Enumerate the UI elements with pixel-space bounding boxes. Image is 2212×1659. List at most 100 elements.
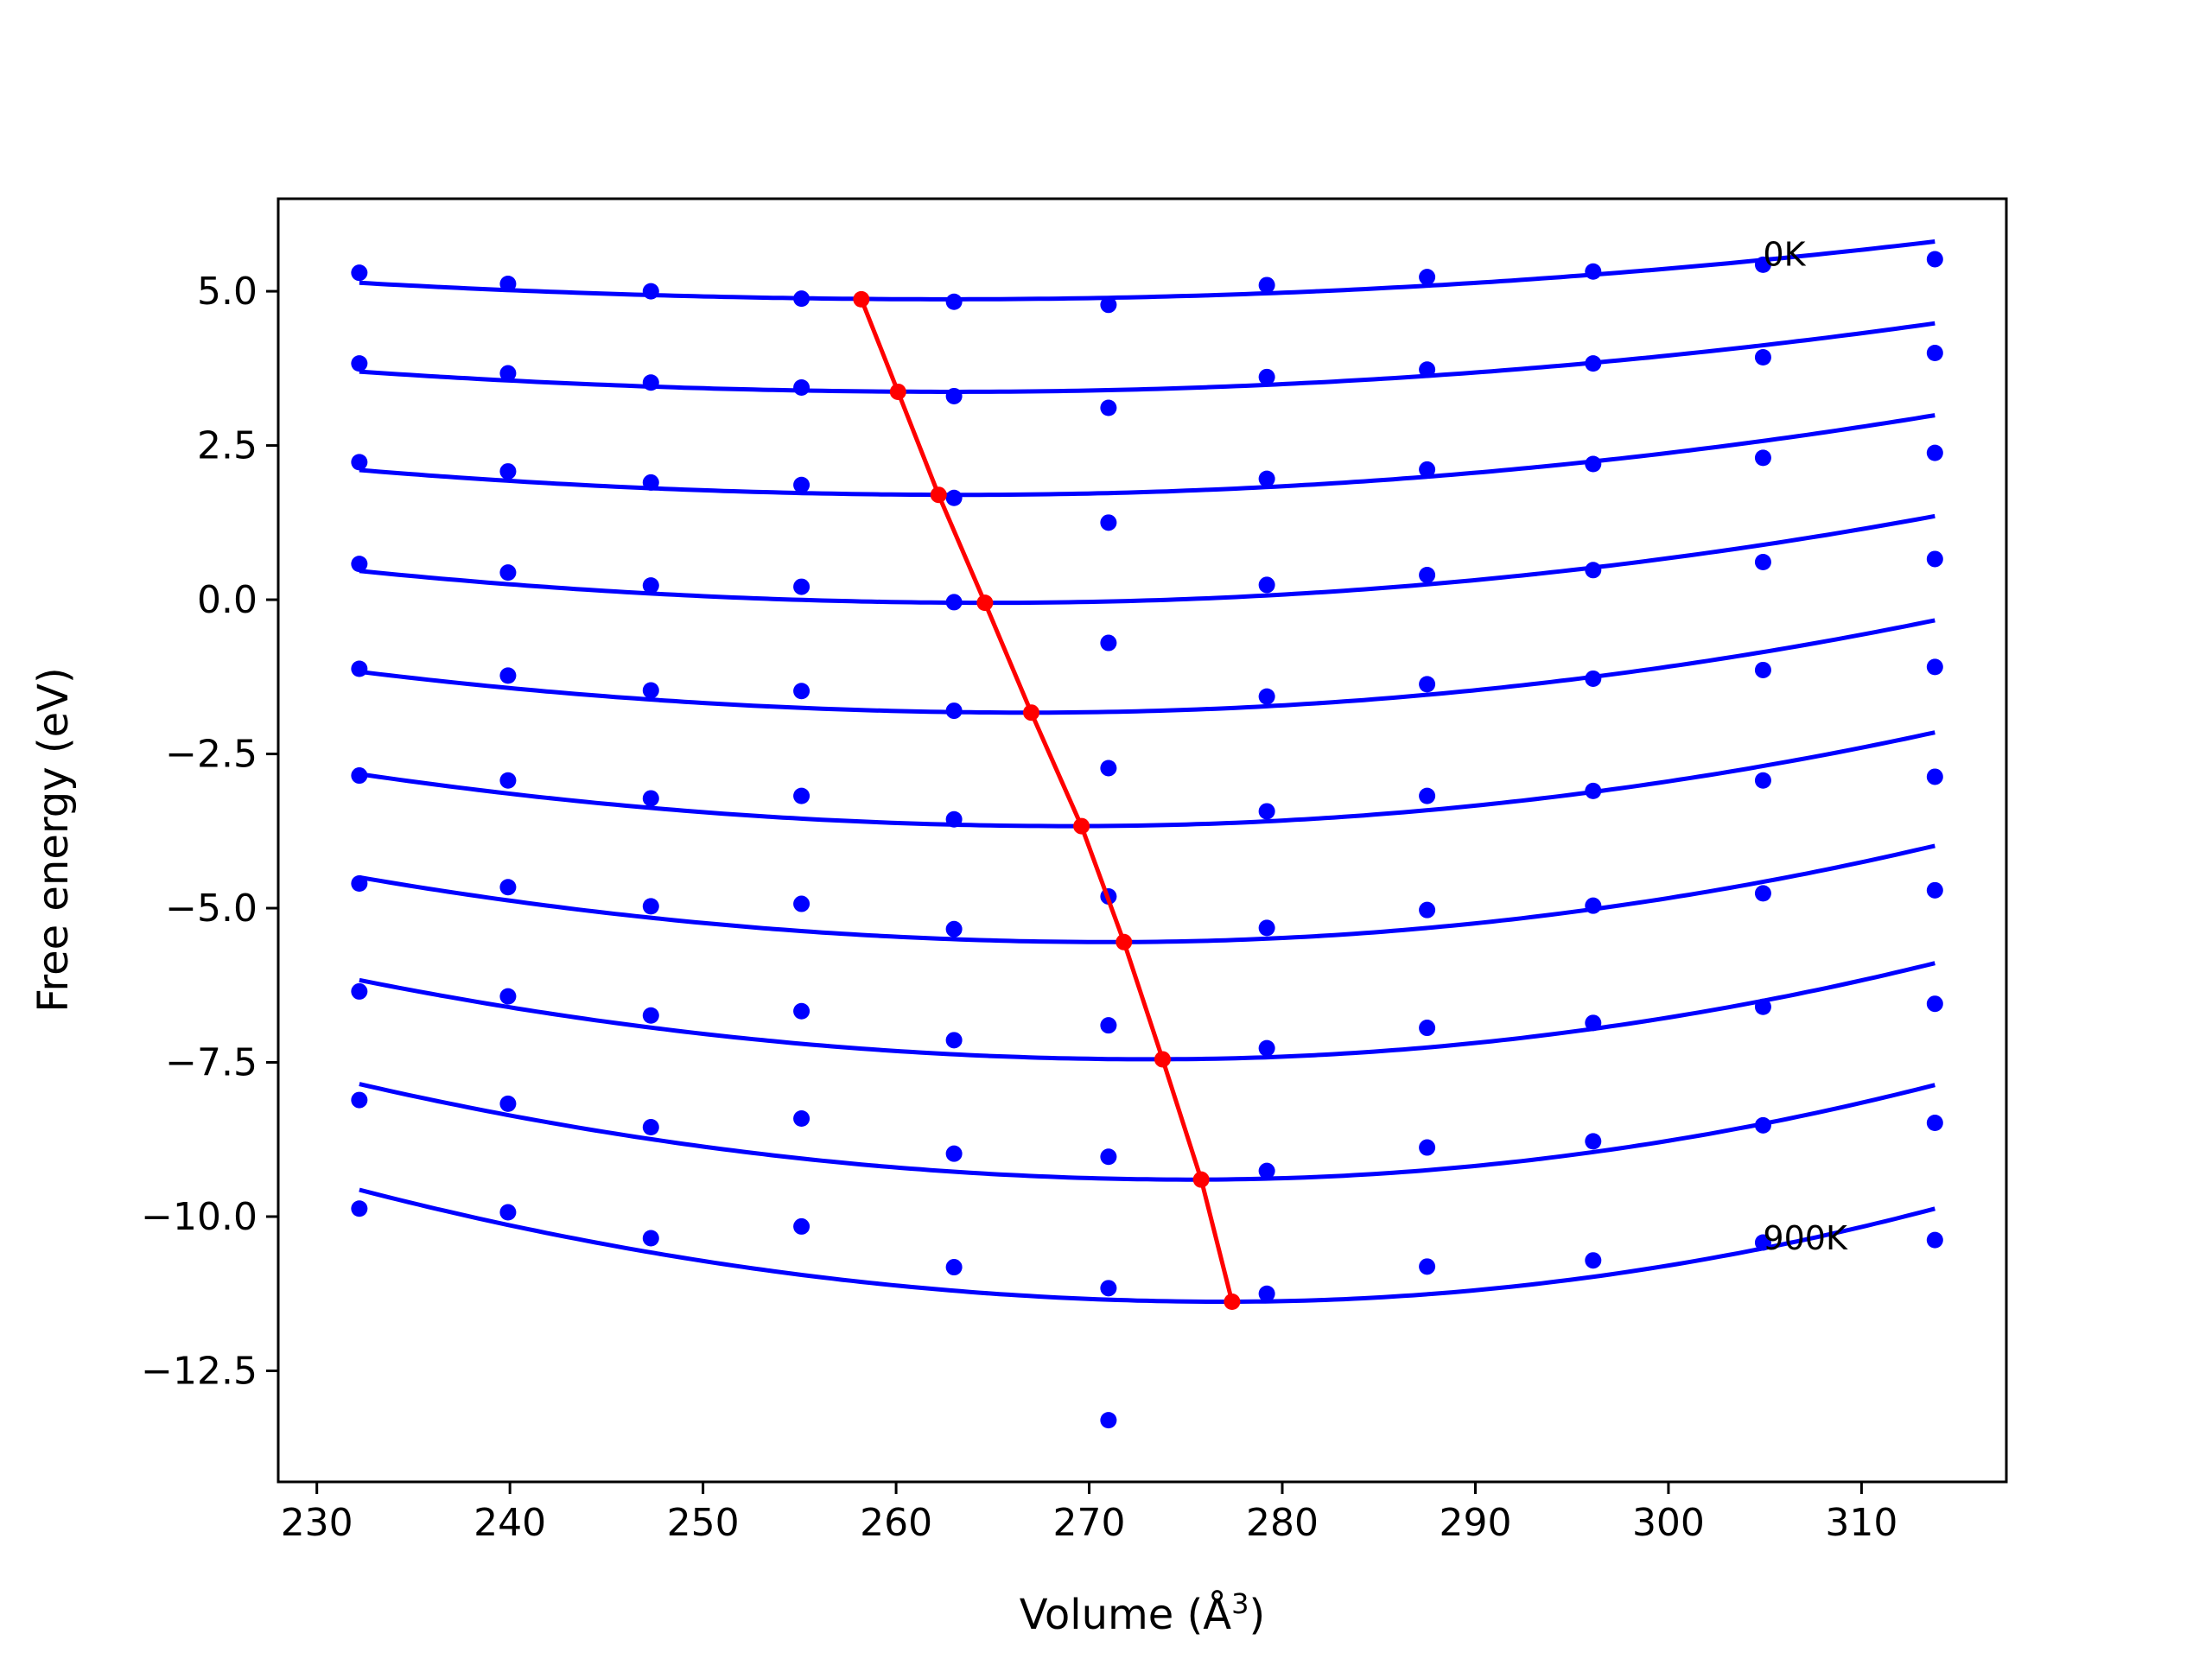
minimum-point bbox=[1023, 704, 1040, 721]
data-point bbox=[351, 982, 368, 1000]
x-axis-label-close: ) bbox=[1249, 1591, 1265, 1639]
data-point bbox=[1585, 670, 1602, 687]
data-point bbox=[1926, 881, 1943, 899]
fit-curve-9 bbox=[359, 1187, 1936, 1304]
data-point bbox=[1419, 361, 1436, 378]
data-point bbox=[499, 463, 517, 480]
data-point bbox=[1419, 269, 1436, 286]
data-point bbox=[945, 1259, 963, 1276]
data-point bbox=[1258, 919, 1275, 937]
data-point bbox=[1419, 461, 1436, 478]
data-point bbox=[351, 355, 368, 372]
data-point bbox=[1258, 276, 1275, 294]
data-point bbox=[642, 1118, 659, 1135]
data-point bbox=[1585, 1252, 1602, 1269]
y-tick-label: −7.5 bbox=[165, 1041, 257, 1085]
data-point bbox=[945, 1032, 963, 1049]
y-tick-label: −2.5 bbox=[165, 733, 257, 777]
fit-curve-6 bbox=[359, 843, 1936, 944]
y-tick-label: −12.5 bbox=[141, 1349, 257, 1393]
data-point bbox=[1754, 256, 1771, 273]
y-tick-label: 2.5 bbox=[197, 424, 257, 468]
data-point bbox=[1100, 1148, 1117, 1166]
data-point bbox=[1585, 562, 1602, 579]
data-point bbox=[945, 293, 963, 310]
minimum-point bbox=[853, 290, 870, 308]
data-point bbox=[1258, 1039, 1275, 1057]
data-point bbox=[1926, 444, 1943, 461]
x-axis-ticks: 230 240 250 260 270 280 290 300 310 bbox=[281, 1482, 1897, 1545]
fit-curve-7 bbox=[359, 961, 1936, 1062]
data-point bbox=[793, 1217, 810, 1235]
data-point bbox=[1419, 567, 1436, 584]
data-point bbox=[499, 1204, 517, 1221]
data-point bbox=[945, 702, 963, 720]
data-point bbox=[1419, 676, 1436, 693]
data-point bbox=[1100, 760, 1117, 777]
data-point bbox=[793, 290, 810, 308]
data-point bbox=[1926, 251, 1943, 268]
data-point bbox=[1258, 803, 1275, 820]
data-point bbox=[1100, 1412, 1117, 1429]
x-tick-label: 260 bbox=[860, 1501, 932, 1545]
data-point bbox=[499, 276, 517, 293]
y-tick-label: −10.0 bbox=[141, 1195, 257, 1239]
data-point bbox=[1258, 576, 1275, 594]
data-point bbox=[499, 365, 517, 382]
data-point bbox=[642, 577, 659, 594]
y-axis-ticks: 5.0 2.5 0.0 −2.5 −5.0 −7.5 −10.0 −12.5 bbox=[141, 270, 278, 1393]
fit-curve-3 bbox=[359, 513, 1936, 606]
data-point bbox=[1100, 296, 1117, 314]
x-tick-label: 300 bbox=[1632, 1501, 1705, 1545]
data-point bbox=[351, 1200, 368, 1217]
plot-frame bbox=[276, 197, 2008, 1484]
data-point bbox=[1100, 1017, 1117, 1034]
x-tick-label: 240 bbox=[474, 1501, 546, 1545]
data-point bbox=[793, 476, 810, 493]
data-point bbox=[642, 790, 659, 807]
x-axis-label: Volume (Å3) bbox=[1020, 1587, 1265, 1639]
data-point bbox=[351, 556, 368, 573]
data-point bbox=[1926, 1114, 1943, 1131]
data-point bbox=[351, 264, 368, 282]
data-point bbox=[945, 387, 963, 404]
data-point bbox=[1754, 1116, 1771, 1134]
data-point bbox=[351, 1091, 368, 1109]
data-point bbox=[1258, 470, 1275, 487]
y-tick-label: −5.0 bbox=[165, 887, 257, 931]
data-point bbox=[1585, 897, 1602, 914]
data-point bbox=[945, 1145, 963, 1162]
data-point bbox=[793, 578, 810, 595]
x-tick-label: 230 bbox=[281, 1501, 353, 1545]
minimum-point bbox=[1073, 817, 1090, 835]
data-point bbox=[793, 1109, 810, 1127]
data-point bbox=[1100, 399, 1117, 416]
minimum-point bbox=[1224, 1294, 1241, 1311]
data-point bbox=[642, 283, 659, 300]
minimum-point bbox=[1192, 1171, 1210, 1188]
fit-curve-4 bbox=[359, 618, 1936, 715]
x-tick-label: 310 bbox=[1825, 1501, 1897, 1545]
data-point bbox=[1585, 1014, 1602, 1032]
minimum-point bbox=[976, 594, 994, 612]
data-point bbox=[793, 683, 810, 700]
data-point bbox=[945, 489, 963, 506]
x-axis-label-superscript: 3 bbox=[1231, 1587, 1249, 1620]
fit-curve-0 bbox=[359, 239, 1936, 302]
data-point bbox=[1754, 885, 1771, 902]
data-point bbox=[642, 474, 659, 491]
minimum-point bbox=[930, 486, 947, 504]
data-point bbox=[642, 682, 659, 699]
data-point bbox=[945, 920, 963, 938]
data-point bbox=[351, 454, 368, 471]
data-point bbox=[1585, 355, 1602, 372]
data-point bbox=[642, 374, 659, 391]
minimum-point bbox=[889, 383, 906, 400]
data-point bbox=[642, 898, 659, 915]
data-point bbox=[1754, 661, 1771, 678]
data-point bbox=[1419, 901, 1436, 918]
data-point bbox=[1754, 998, 1771, 1015]
data-point bbox=[642, 1007, 659, 1024]
data-point bbox=[1100, 514, 1117, 531]
